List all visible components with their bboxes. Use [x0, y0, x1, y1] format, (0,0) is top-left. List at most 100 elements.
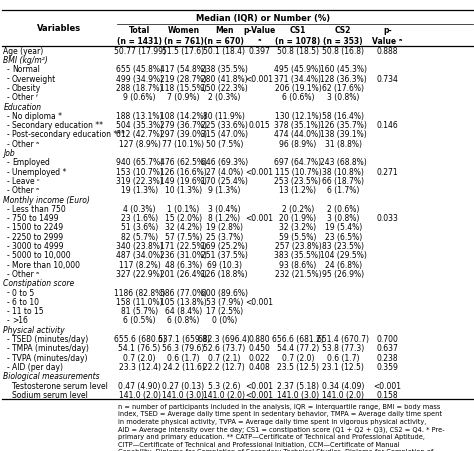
- Text: 0.7 (2.0): 0.7 (2.0): [123, 353, 156, 362]
- Text: <0.001: <0.001: [246, 297, 273, 306]
- Text: 130 (12.1%): 130 (12.1%): [274, 111, 321, 120]
- Text: 340 (23.8%): 340 (23.8%): [116, 241, 163, 250]
- Text: 17 (2.5%): 17 (2.5%): [206, 307, 243, 315]
- Text: 19 (1.3%): 19 (1.3%): [121, 186, 158, 195]
- Text: 126 (18.8%): 126 (18.8%): [201, 269, 247, 278]
- Text: Overweight: Overweight: [12, 74, 56, 83]
- Text: -: -: [7, 139, 9, 148]
- Text: 118 (15.5%): 118 (15.5%): [160, 84, 207, 93]
- Text: 56.3 (79.6): 56.3 (79.6): [162, 344, 205, 353]
- Text: 160 (45.3%): 160 (45.3%): [319, 65, 367, 74]
- Text: 0.450: 0.450: [248, 344, 271, 353]
- Text: 8 (1.2%): 8 (1.2%): [208, 214, 240, 223]
- Text: 0.27 (0.13): 0.27 (0.13): [163, 381, 204, 390]
- Text: 50.8 (18.5): 50.8 (18.5): [277, 46, 319, 55]
- Text: 81 (5.7%): 81 (5.7%): [121, 307, 158, 315]
- Text: 115 (10.7%): 115 (10.7%): [274, 167, 321, 176]
- Text: TVPA (minutes/day): TVPA (minutes/day): [12, 353, 87, 362]
- Text: 2 (0.2%): 2 (0.2%): [282, 204, 314, 213]
- Text: 2 (0.3%): 2 (0.3%): [208, 93, 240, 102]
- Text: 54.1 (76.5): 54.1 (76.5): [118, 344, 161, 353]
- Text: 23.1 (12.5): 23.1 (12.5): [322, 362, 364, 371]
- Text: 0 (0%): 0 (0%): [211, 316, 237, 325]
- Text: 243 (68.8%): 243 (68.8%): [320, 158, 366, 167]
- Text: 1186 (82.8%): 1186 (82.8%): [114, 288, 165, 297]
- Text: <0.001: <0.001: [246, 167, 273, 176]
- Text: 253 (23.5%): 253 (23.5%): [274, 176, 321, 185]
- Text: 105 (13.8%): 105 (13.8%): [160, 297, 207, 306]
- Text: 417 (54.8%): 417 (54.8%): [160, 65, 207, 74]
- Text: Other ᵃ: Other ᵃ: [12, 269, 39, 278]
- Text: 0.734: 0.734: [376, 74, 398, 83]
- Text: -: -: [7, 297, 9, 306]
- Text: 54.4 (77.2): 54.4 (77.2): [277, 344, 319, 353]
- Text: 3 (0.4%): 3 (0.4%): [208, 204, 240, 213]
- Text: 10 (1.3%): 10 (1.3%): [165, 186, 202, 195]
- Text: 378 (35.1%): 378 (35.1%): [274, 121, 321, 130]
- Text: More than 10,000: More than 10,000: [12, 260, 80, 269]
- Text: 141.0 (3.0): 141.0 (3.0): [163, 390, 204, 399]
- Text: 655 (45.8%): 655 (45.8%): [116, 65, 163, 74]
- Text: 0.637: 0.637: [376, 344, 398, 353]
- Text: 219 (28.7%): 219 (28.7%): [160, 74, 207, 83]
- Text: <0.001: <0.001: [246, 214, 273, 223]
- Text: 23.5 (12.5): 23.5 (12.5): [277, 362, 319, 371]
- Text: 0.015: 0.015: [249, 121, 270, 130]
- Text: 141.0 (2.0): 141.0 (2.0): [118, 390, 161, 399]
- Text: -: -: [7, 65, 9, 74]
- Text: -: -: [7, 260, 9, 269]
- Text: 225 (33.6%): 225 (33.6%): [201, 121, 247, 130]
- Text: Secondary education **: Secondary education **: [12, 121, 103, 130]
- Text: 170 (25.4%): 170 (25.4%): [201, 176, 247, 185]
- Text: 940 (65.7%): 940 (65.7%): [116, 158, 163, 167]
- Text: -: -: [7, 111, 9, 120]
- Text: 53 (7.9%): 53 (7.9%): [206, 297, 243, 306]
- Text: 251 (37.5%): 251 (37.5%): [201, 251, 247, 260]
- Text: Total
(n = 1431): Total (n = 1431): [117, 26, 162, 46]
- Text: 48 (6.3%): 48 (6.3%): [165, 260, 202, 269]
- Text: 141.0 (2.0): 141.0 (2.0): [203, 390, 245, 399]
- Text: 0.397: 0.397: [248, 46, 271, 55]
- Text: 25 (3.7%): 25 (3.7%): [206, 232, 243, 241]
- Text: BMI (kg/m²): BMI (kg/m²): [3, 56, 48, 65]
- Text: -: -: [7, 204, 9, 213]
- Text: 6 (1.7%): 6 (1.7%): [327, 186, 359, 195]
- Text: 57 (7.5%): 57 (7.5%): [165, 232, 202, 241]
- Text: 600 (89.6%): 600 (89.6%): [201, 288, 248, 297]
- Text: -: -: [7, 158, 9, 167]
- Text: 27 (4.0%): 27 (4.0%): [206, 167, 243, 176]
- Text: Median (IQR) or Number (%): Median (IQR) or Number (%): [196, 14, 330, 23]
- Text: 6 (0.5%): 6 (0.5%): [123, 316, 156, 325]
- Text: 50.77 (17.99): 50.77 (17.99): [114, 46, 165, 55]
- Text: >16: >16: [12, 316, 27, 325]
- Text: 58 (16.4%): 58 (16.4%): [322, 111, 364, 120]
- Text: 19 (5.4%): 19 (5.4%): [325, 223, 362, 232]
- Text: 23.3 (12.4): 23.3 (12.4): [118, 362, 161, 371]
- Text: 64 (8.4%): 64 (8.4%): [165, 307, 202, 315]
- Text: 171 (22.5%): 171 (22.5%): [160, 241, 207, 250]
- Text: -: -: [7, 334, 9, 343]
- Text: 24 (6.8%): 24 (6.8%): [325, 260, 362, 269]
- Text: 651.4 (670.7): 651.4 (670.7): [317, 334, 369, 343]
- Text: p-Value
ᵃ: p-Value ᵃ: [243, 26, 276, 46]
- Text: 52.6 (73.7): 52.6 (73.7): [203, 344, 246, 353]
- Text: 238 (35.5%): 238 (35.5%): [201, 65, 247, 74]
- Text: Job: Job: [3, 149, 15, 158]
- Text: 83 (23.5%): 83 (23.5%): [322, 241, 364, 250]
- Text: 50 (7.5%): 50 (7.5%): [206, 139, 243, 148]
- Text: 59 (5.5%): 59 (5.5%): [279, 232, 317, 241]
- Text: 7 (0.9%): 7 (0.9%): [167, 93, 200, 102]
- Text: -: -: [7, 316, 9, 325]
- Text: 656.6 (681.2): 656.6 (681.2): [272, 334, 324, 343]
- Text: Constipation score: Constipation score: [3, 279, 74, 288]
- Text: 5.3 (2.6): 5.3 (2.6): [208, 381, 240, 390]
- Text: 487 (34.0%): 487 (34.0%): [116, 251, 163, 260]
- Text: 371 (34.4%): 371 (34.4%): [274, 74, 321, 83]
- Text: 6 (0.8%): 6 (0.8%): [167, 316, 200, 325]
- Text: 637.1 (659.8): 637.1 (659.8): [157, 334, 210, 343]
- Text: 504 (35.3%): 504 (35.3%): [116, 121, 163, 130]
- Text: 150 (22.3%): 150 (22.3%): [201, 84, 247, 93]
- Text: 0 to 5: 0 to 5: [12, 288, 34, 297]
- Text: 5000 to 10,000: 5000 to 10,000: [12, 251, 71, 260]
- Text: Education: Education: [3, 102, 41, 111]
